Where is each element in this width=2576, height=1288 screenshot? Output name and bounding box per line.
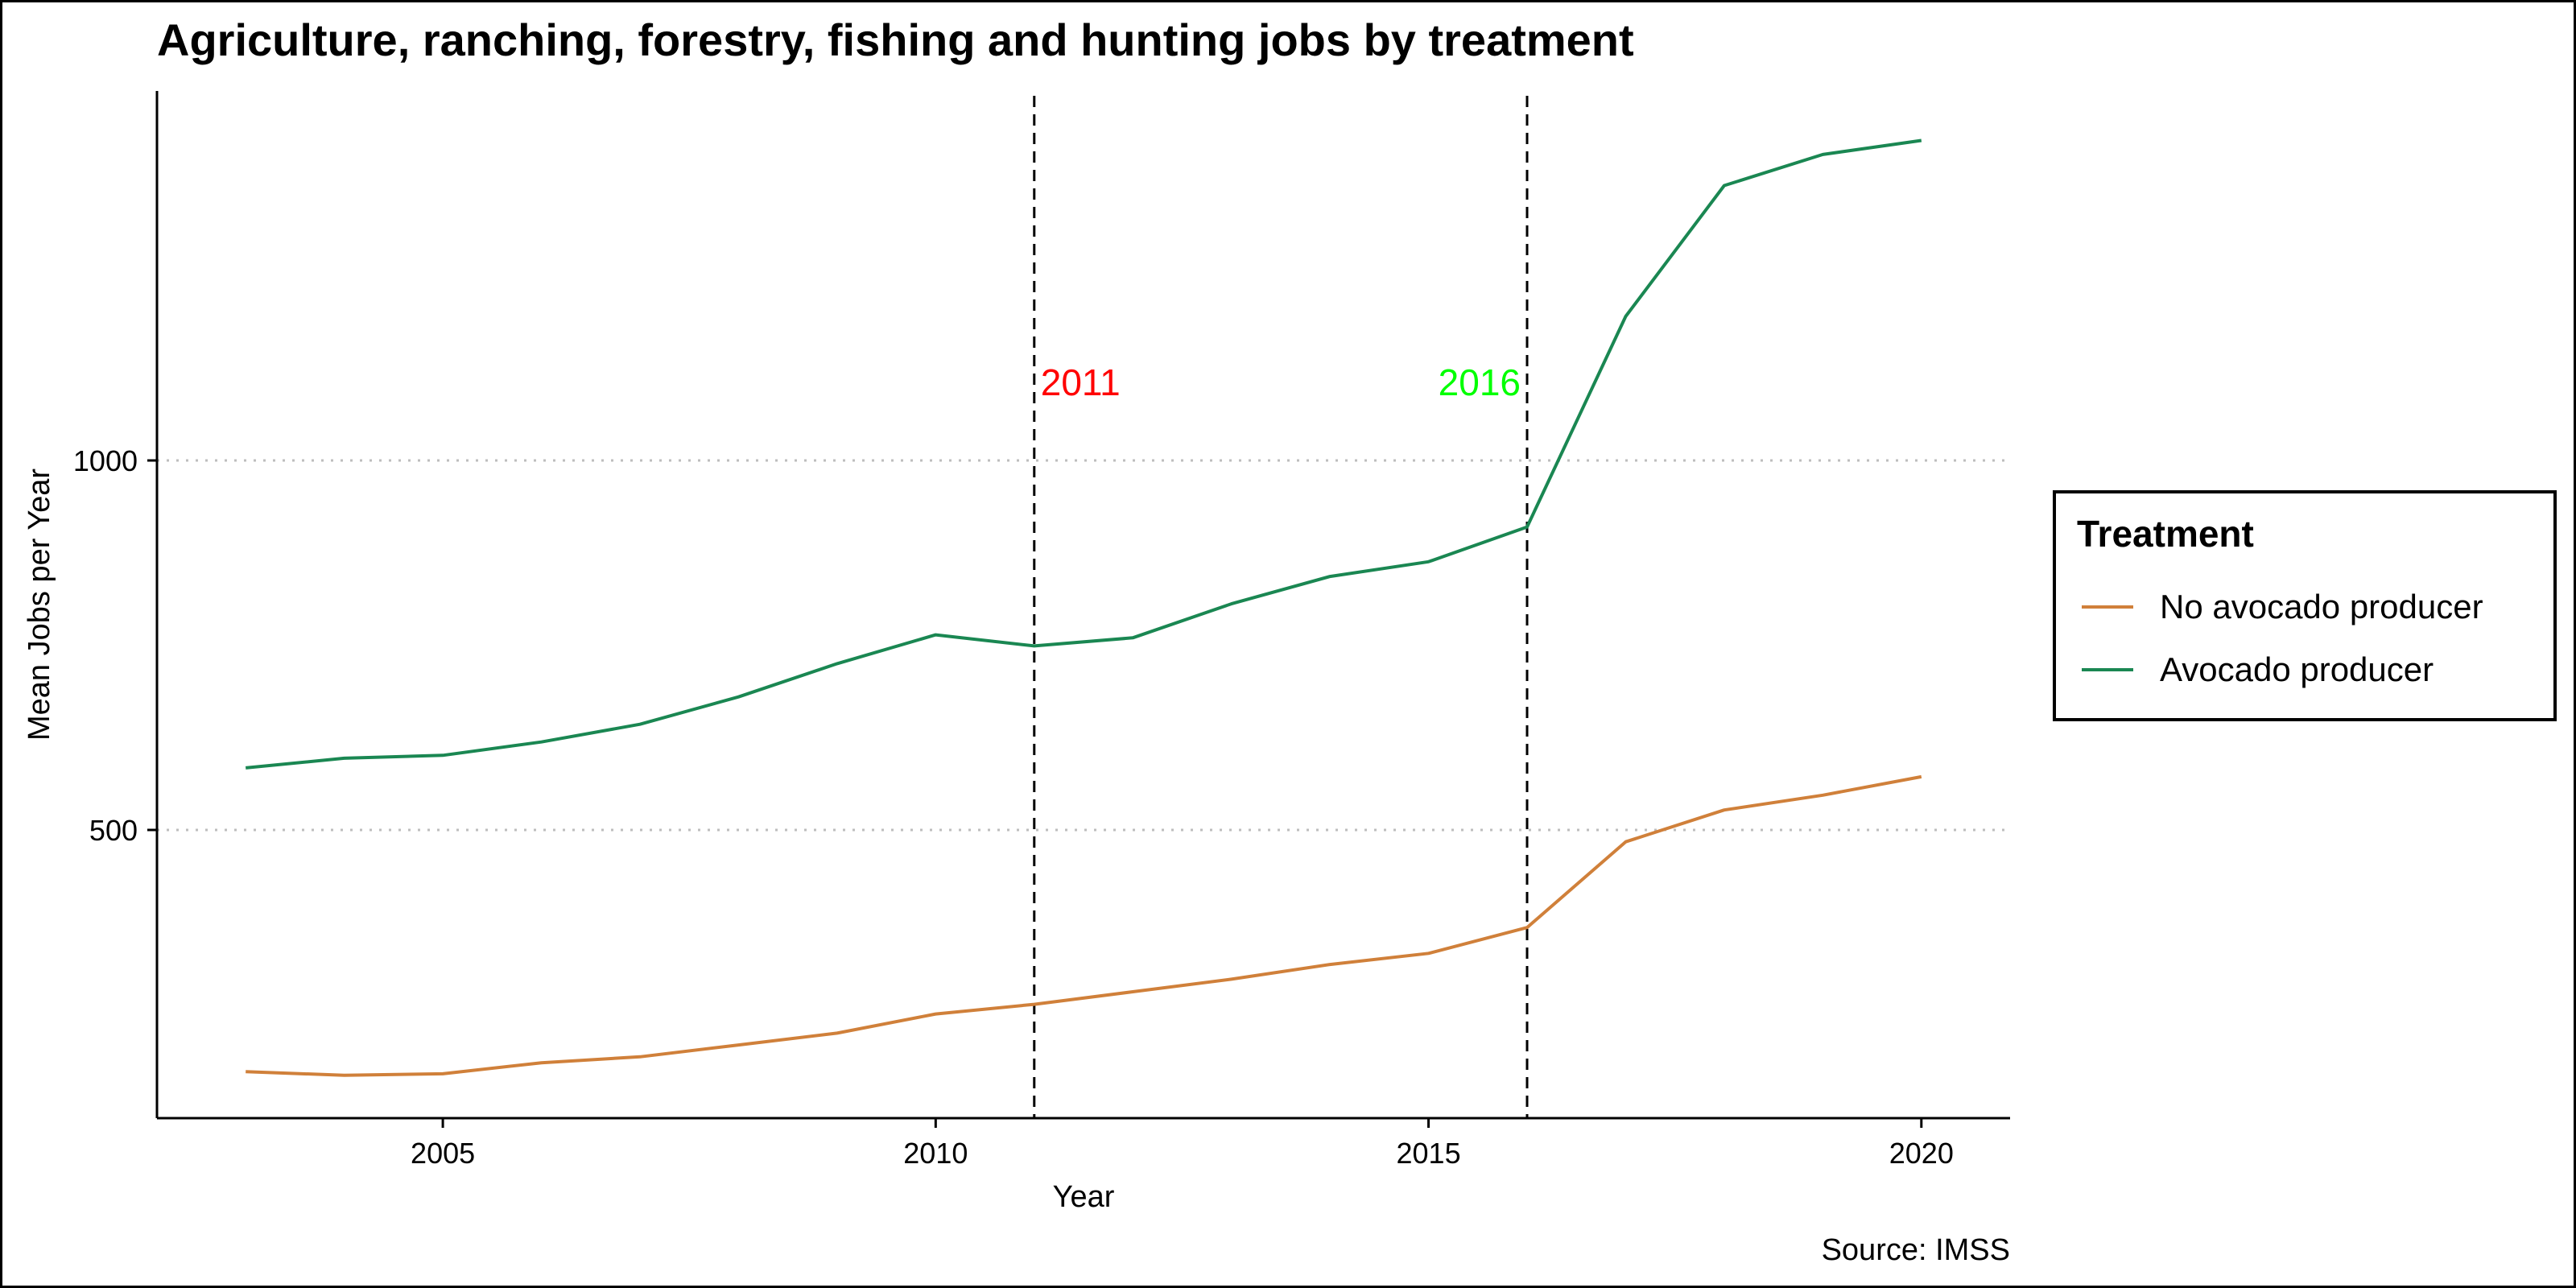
series-line-avocado (246, 138, 1922, 770)
legend-box (2053, 490, 2557, 721)
chart-title: Agriculture, ranching, forestry, fishing… (157, 14, 1634, 65)
legend: Treatment No avocado producer Avocado pr… (2053, 490, 2557, 721)
reference-lines: 2011 2016 (1033, 96, 1529, 1118)
gridlines (157, 459, 2010, 832)
x-axis-title: Year (1053, 1180, 1115, 1214)
y-axis-title: Mean Jobs per Year (23, 469, 56, 741)
legend-label-avocado: Avocado producer (2160, 650, 2434, 688)
legend-title: Treatment (2077, 513, 2254, 555)
x-tick-label-2015: 2015 (1397, 1137, 1461, 1170)
y-tick-label-1000: 1000 (73, 444, 138, 477)
x-tick-label-2020: 2020 (1889, 1137, 1954, 1170)
x-tick-label-2005: 2005 (411, 1137, 475, 1170)
series-line-no-avocado (246, 774, 1922, 1077)
vline-label-2011: 2011 (1041, 361, 1121, 403)
axes (155, 91, 2010, 1120)
axis-ticks: 500 1000 2005 2010 2015 2020 (73, 444, 1954, 1170)
vline-label-2016: 2016 (1439, 361, 1521, 403)
y-tick-label-500: 500 (89, 814, 138, 847)
legend-label-no-avocado: No avocado producer (2160, 588, 2483, 625)
x-tick-label-2010: 2010 (903, 1137, 968, 1170)
series-lines (246, 138, 1922, 1077)
source-caption: Source: IMSS (1822, 1233, 2010, 1267)
